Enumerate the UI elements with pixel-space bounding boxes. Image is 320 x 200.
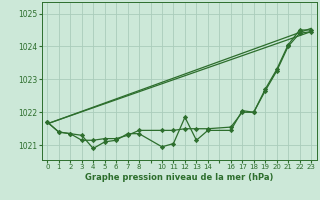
X-axis label: Graphe pression niveau de la mer (hPa): Graphe pression niveau de la mer (hPa) — [85, 173, 273, 182]
